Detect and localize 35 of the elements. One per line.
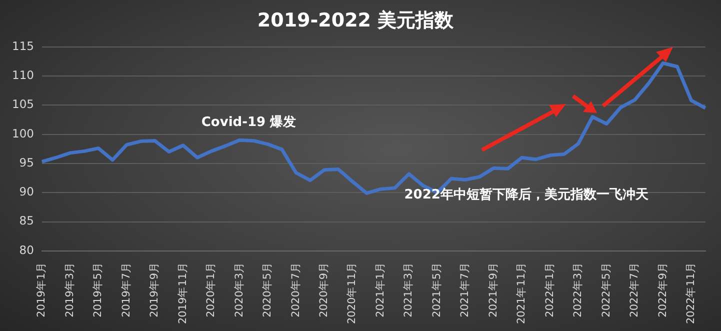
x-tick-label: 2019年9月 — [148, 262, 161, 318]
y-tick-label: 105 — [12, 97, 34, 112]
y-tick-label: 80 — [19, 242, 34, 257]
x-tick-label: 2020年5月 — [262, 262, 274, 318]
annotation: 2022年中短暂下降后，美元指数一飞冲天 — [404, 186, 650, 203]
y-tick-label: 85 — [19, 214, 34, 228]
x-tick-label: 2019年5月 — [92, 262, 104, 318]
y-tick-label: 115 — [12, 38, 34, 53]
annotation: Covid-19 爆发 — [201, 114, 296, 130]
x-tick-label: 2019年3月 — [64, 262, 76, 318]
chart-title: 2019-2022 美元指数 — [257, 9, 455, 32]
x-tick-label: 2020年11月 — [346, 262, 358, 324]
x-tick-label: 2019年11月 — [176, 262, 189, 324]
x-tick-label: 2021年7月 — [459, 262, 472, 318]
x-tick-label: 2019年7月 — [120, 262, 132, 318]
x-tick-label: 2021年5月 — [430, 262, 443, 318]
y-tick-label: 90 — [19, 184, 34, 199]
x-tick-label: 2020年9月 — [318, 262, 330, 318]
y-tick-label: 100 — [12, 126, 34, 140]
x-tick-label: 2021年3月 — [402, 262, 415, 318]
x-tick-label: 2020年1月 — [205, 262, 218, 318]
x-tick-label: 2022年1月 — [544, 262, 556, 318]
x-tick-label: 2020年7月 — [290, 262, 302, 318]
x-tick-label: 2022年7月 — [628, 262, 641, 318]
x-tick-label: 2021年9月 — [487, 262, 500, 318]
x-tick-label: 2022年5月 — [600, 262, 612, 318]
x-tick-label: 2019年1月 — [36, 262, 48, 318]
x-tick-label: 2021年11月 — [516, 262, 528, 324]
y-tick-label: 95 — [19, 155, 34, 170]
x-tick-label: 2022年11月 — [685, 262, 698, 324]
x-tick-label: 2020年3月 — [233, 262, 246, 318]
x-tick-label: 2022年3月 — [572, 262, 584, 318]
x-tick-label: 2021年1月 — [374, 262, 386, 318]
y-tick-label: 110 — [12, 68, 34, 82]
x-tick-label: 2022年9月 — [656, 262, 669, 318]
